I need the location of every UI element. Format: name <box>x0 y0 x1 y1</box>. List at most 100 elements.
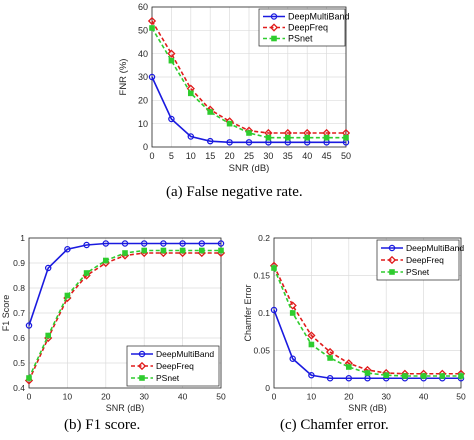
legend-label: DeepFreq <box>288 23 328 33</box>
y-axis-label: F1 Score <box>1 295 11 332</box>
x-tick-label: 40 <box>419 392 429 402</box>
data-point-deepmultiband <box>83 241 90 249</box>
x-tick-label: 35 <box>283 151 293 161</box>
data-point-deepmultiband <box>198 240 206 247</box>
x-tick-label: 30 <box>263 151 273 161</box>
y-axis-label: Chamfer Error <box>243 284 253 341</box>
y-tick-label: 0.6 <box>13 333 25 343</box>
legend-label: PSnet <box>288 34 313 44</box>
data-point-psnet <box>346 364 352 370</box>
x-tick-label: 0 <box>272 392 277 402</box>
data-point-psnet <box>122 250 128 256</box>
data-point-psnet <box>141 247 148 254</box>
x-tick-label: 30 <box>139 392 149 402</box>
data-point-psnet <box>83 270 90 276</box>
data-point-deepmultiband <box>64 245 71 253</box>
data-point-psnet <box>218 247 224 254</box>
legend-label: DeepFreq <box>406 255 444 265</box>
series-line-deepmultiband <box>273 309 461 380</box>
chart-f1-score: 0 10 20 30 40 50 0.4 0.5 0.6 0.7 0.8 0.9 1 SNR (dB) F1… <box>1 233 226 413</box>
x-tick-label: 50 <box>216 392 226 402</box>
data-point-deepmultiband <box>217 240 225 247</box>
legend-marker <box>271 35 277 42</box>
caption-a: (a) False negative rate. <box>166 184 303 200</box>
x-tick-label: 25 <box>244 151 254 161</box>
y-tick-label: 0 <box>143 142 148 152</box>
data-point-psnet <box>343 134 349 141</box>
chart-chamfer-error: 0 10 20 30 40 50 0 0.05 0.1 0.15 0.2 SNR (dB) Chamfe… <box>243 233 466 413</box>
data-point-psnet <box>323 134 330 141</box>
data-point-deepfreq <box>288 301 297 310</box>
y-tick-label: 0 <box>265 383 270 393</box>
data-point-psnet <box>265 134 272 141</box>
y-tick-label: 60 <box>138 2 148 12</box>
data-point-psnet <box>402 373 408 379</box>
legend-marker <box>270 13 278 20</box>
y-tick-label: 0.9 <box>13 258 25 268</box>
data-point-deepmultiband <box>44 264 52 272</box>
data-point-deepfreq <box>147 16 157 26</box>
data-point-psnet <box>458 373 464 379</box>
data-point-deepmultiband <box>102 240 110 247</box>
x-tick-label: 0 <box>27 392 32 402</box>
data-point-deepmultiband <box>148 73 156 81</box>
x-tick-label: 50 <box>341 151 351 161</box>
legend-marker <box>388 244 396 252</box>
data-point-deepmultiband <box>25 322 33 329</box>
y-tick-label: 0.8 <box>13 283 25 293</box>
x-tick-label: 30 <box>381 392 391 402</box>
series-line-deepmultiband <box>151 76 346 144</box>
data-point-deepfreq <box>307 331 316 340</box>
data-point-deepmultiband <box>206 137 214 145</box>
data-point-deepmultiband <box>140 240 148 247</box>
legend-label: DeepMultiBand <box>156 349 214 359</box>
x-tick-label: 20 <box>225 151 235 161</box>
legend-marker <box>137 361 147 371</box>
data-point-psnet <box>179 247 186 254</box>
x-tick-label: 15 <box>205 151 215 161</box>
data-point-psnet <box>327 355 333 361</box>
y-tick-label: 1 <box>20 233 25 243</box>
data-point-psnet <box>308 341 315 348</box>
data-point-deepmultiband <box>289 355 296 362</box>
x-axis-label: SNR (dB) <box>106 403 145 413</box>
data-point-deepmultiband <box>245 139 253 146</box>
data-point-psnet <box>168 57 175 64</box>
y-tick-label: 0.05 <box>253 345 270 355</box>
y-tick-label: 30 <box>138 72 148 82</box>
x-tick-label: 5 <box>169 151 174 161</box>
data-point-psnet <box>383 372 390 379</box>
data-point-psnet <box>284 134 291 141</box>
data-point-psnet <box>160 247 167 254</box>
y-tick-label: 20 <box>138 95 148 105</box>
caption-b: (b) F1 score. <box>64 417 141 433</box>
data-point-deepmultiband <box>270 306 278 314</box>
axes-frame <box>28 237 222 389</box>
x-tick-label: 10 <box>307 392 317 402</box>
legend-label: PSnet <box>156 373 180 383</box>
legend-label: DeepFreq <box>156 361 194 371</box>
data-point-psnet <box>226 120 233 127</box>
x-tick-label: 50 <box>456 392 466 402</box>
data-point-deepmultiband <box>345 374 353 382</box>
y-tick-label: 0.15 <box>253 270 270 280</box>
data-point-psnet <box>207 109 214 115</box>
data-point-psnet <box>439 373 446 379</box>
data-point-psnet <box>364 370 371 376</box>
legend-label: PSnet <box>406 267 430 277</box>
data-point-deepmultiband <box>179 240 186 247</box>
x-axis-label: SNR (dB) <box>348 403 387 413</box>
y-tick-label: 0.4 <box>13 383 25 393</box>
data-point-deepmultiband <box>187 133 195 140</box>
data-point-psnet <box>420 373 427 379</box>
caption-c: (c) Chamfer error. <box>280 417 389 433</box>
data-point-psnet <box>45 332 51 339</box>
data-point-psnet <box>289 310 296 316</box>
x-tick-label: 45 <box>322 151 332 161</box>
series-line-deepfreq <box>273 265 461 375</box>
legend-marker <box>387 255 397 265</box>
legend-marker <box>139 375 145 381</box>
data-point-deepmultiband <box>121 240 129 247</box>
data-point-psnet <box>304 134 310 141</box>
